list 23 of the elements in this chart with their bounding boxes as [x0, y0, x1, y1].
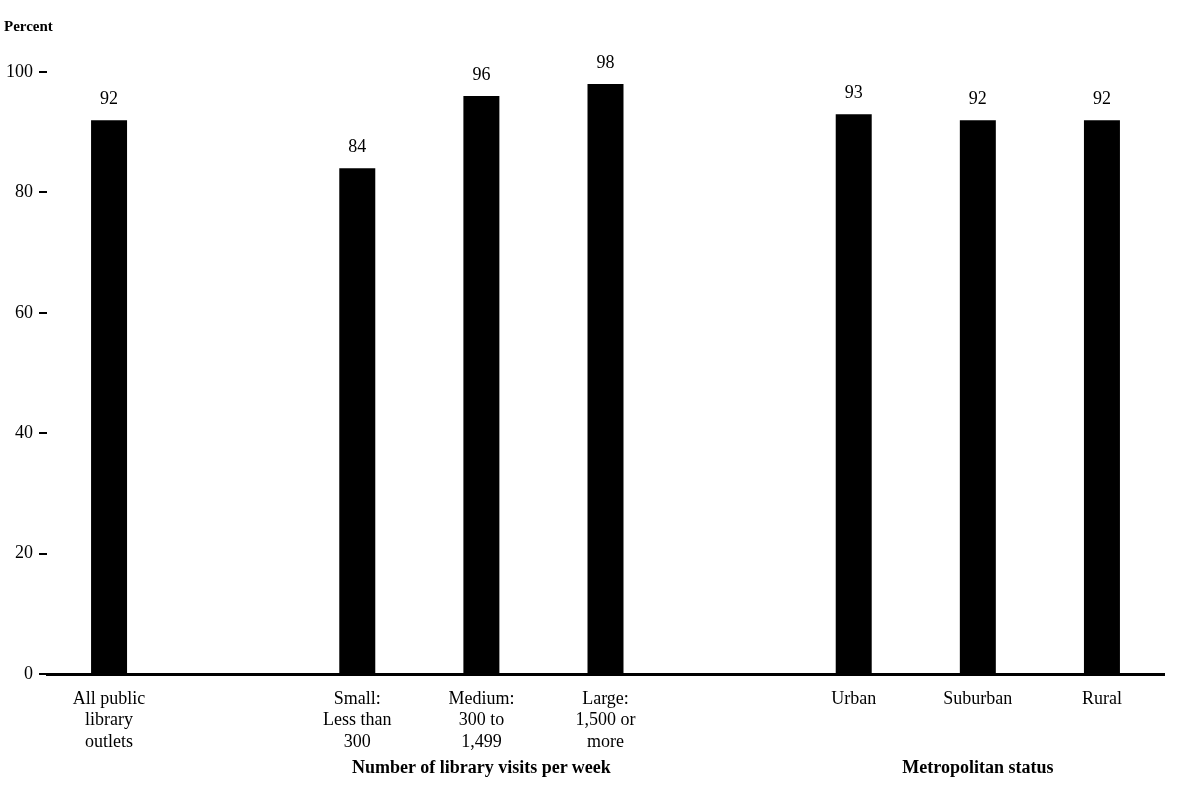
y-tick-label: 40 — [15, 422, 33, 443]
x-tick-label: Small: Less than 300 — [323, 687, 392, 751]
data-label: 92 — [1092, 87, 1111, 108]
x-tick-label: Urban — [831, 687, 877, 708]
y-axis-title: Percent — [4, 18, 53, 35]
y-tick-label: 0 — [24, 662, 33, 683]
x-tick-label: Rural — [1081, 687, 1122, 708]
data-label: 93 — [844, 81, 863, 102]
y-tick-label: 80 — [15, 181, 33, 202]
x-tick-label: Large: 1,500 or more — [575, 687, 636, 751]
data-label: 96 — [472, 63, 491, 84]
x-tick-label: All public library outlets — [72, 687, 146, 751]
text: Metropolitan status — [902, 756, 1054, 777]
data-label: 98 — [596, 51, 615, 72]
data-label: 84 — [348, 136, 367, 157]
y-tick-label: 100 — [6, 60, 33, 81]
text: Number of library visits per week — [351, 756, 611, 777]
y-tick-label: 20 — [15, 542, 33, 563]
x-tick-label: Suburban — [943, 687, 1013, 708]
data-label: 92 — [100, 87, 119, 108]
y-tick-label: 60 — [15, 301, 33, 322]
x-tick-label: Medium: 300 to 1,499 — [448, 687, 515, 751]
data-label: 92 — [968, 87, 987, 108]
